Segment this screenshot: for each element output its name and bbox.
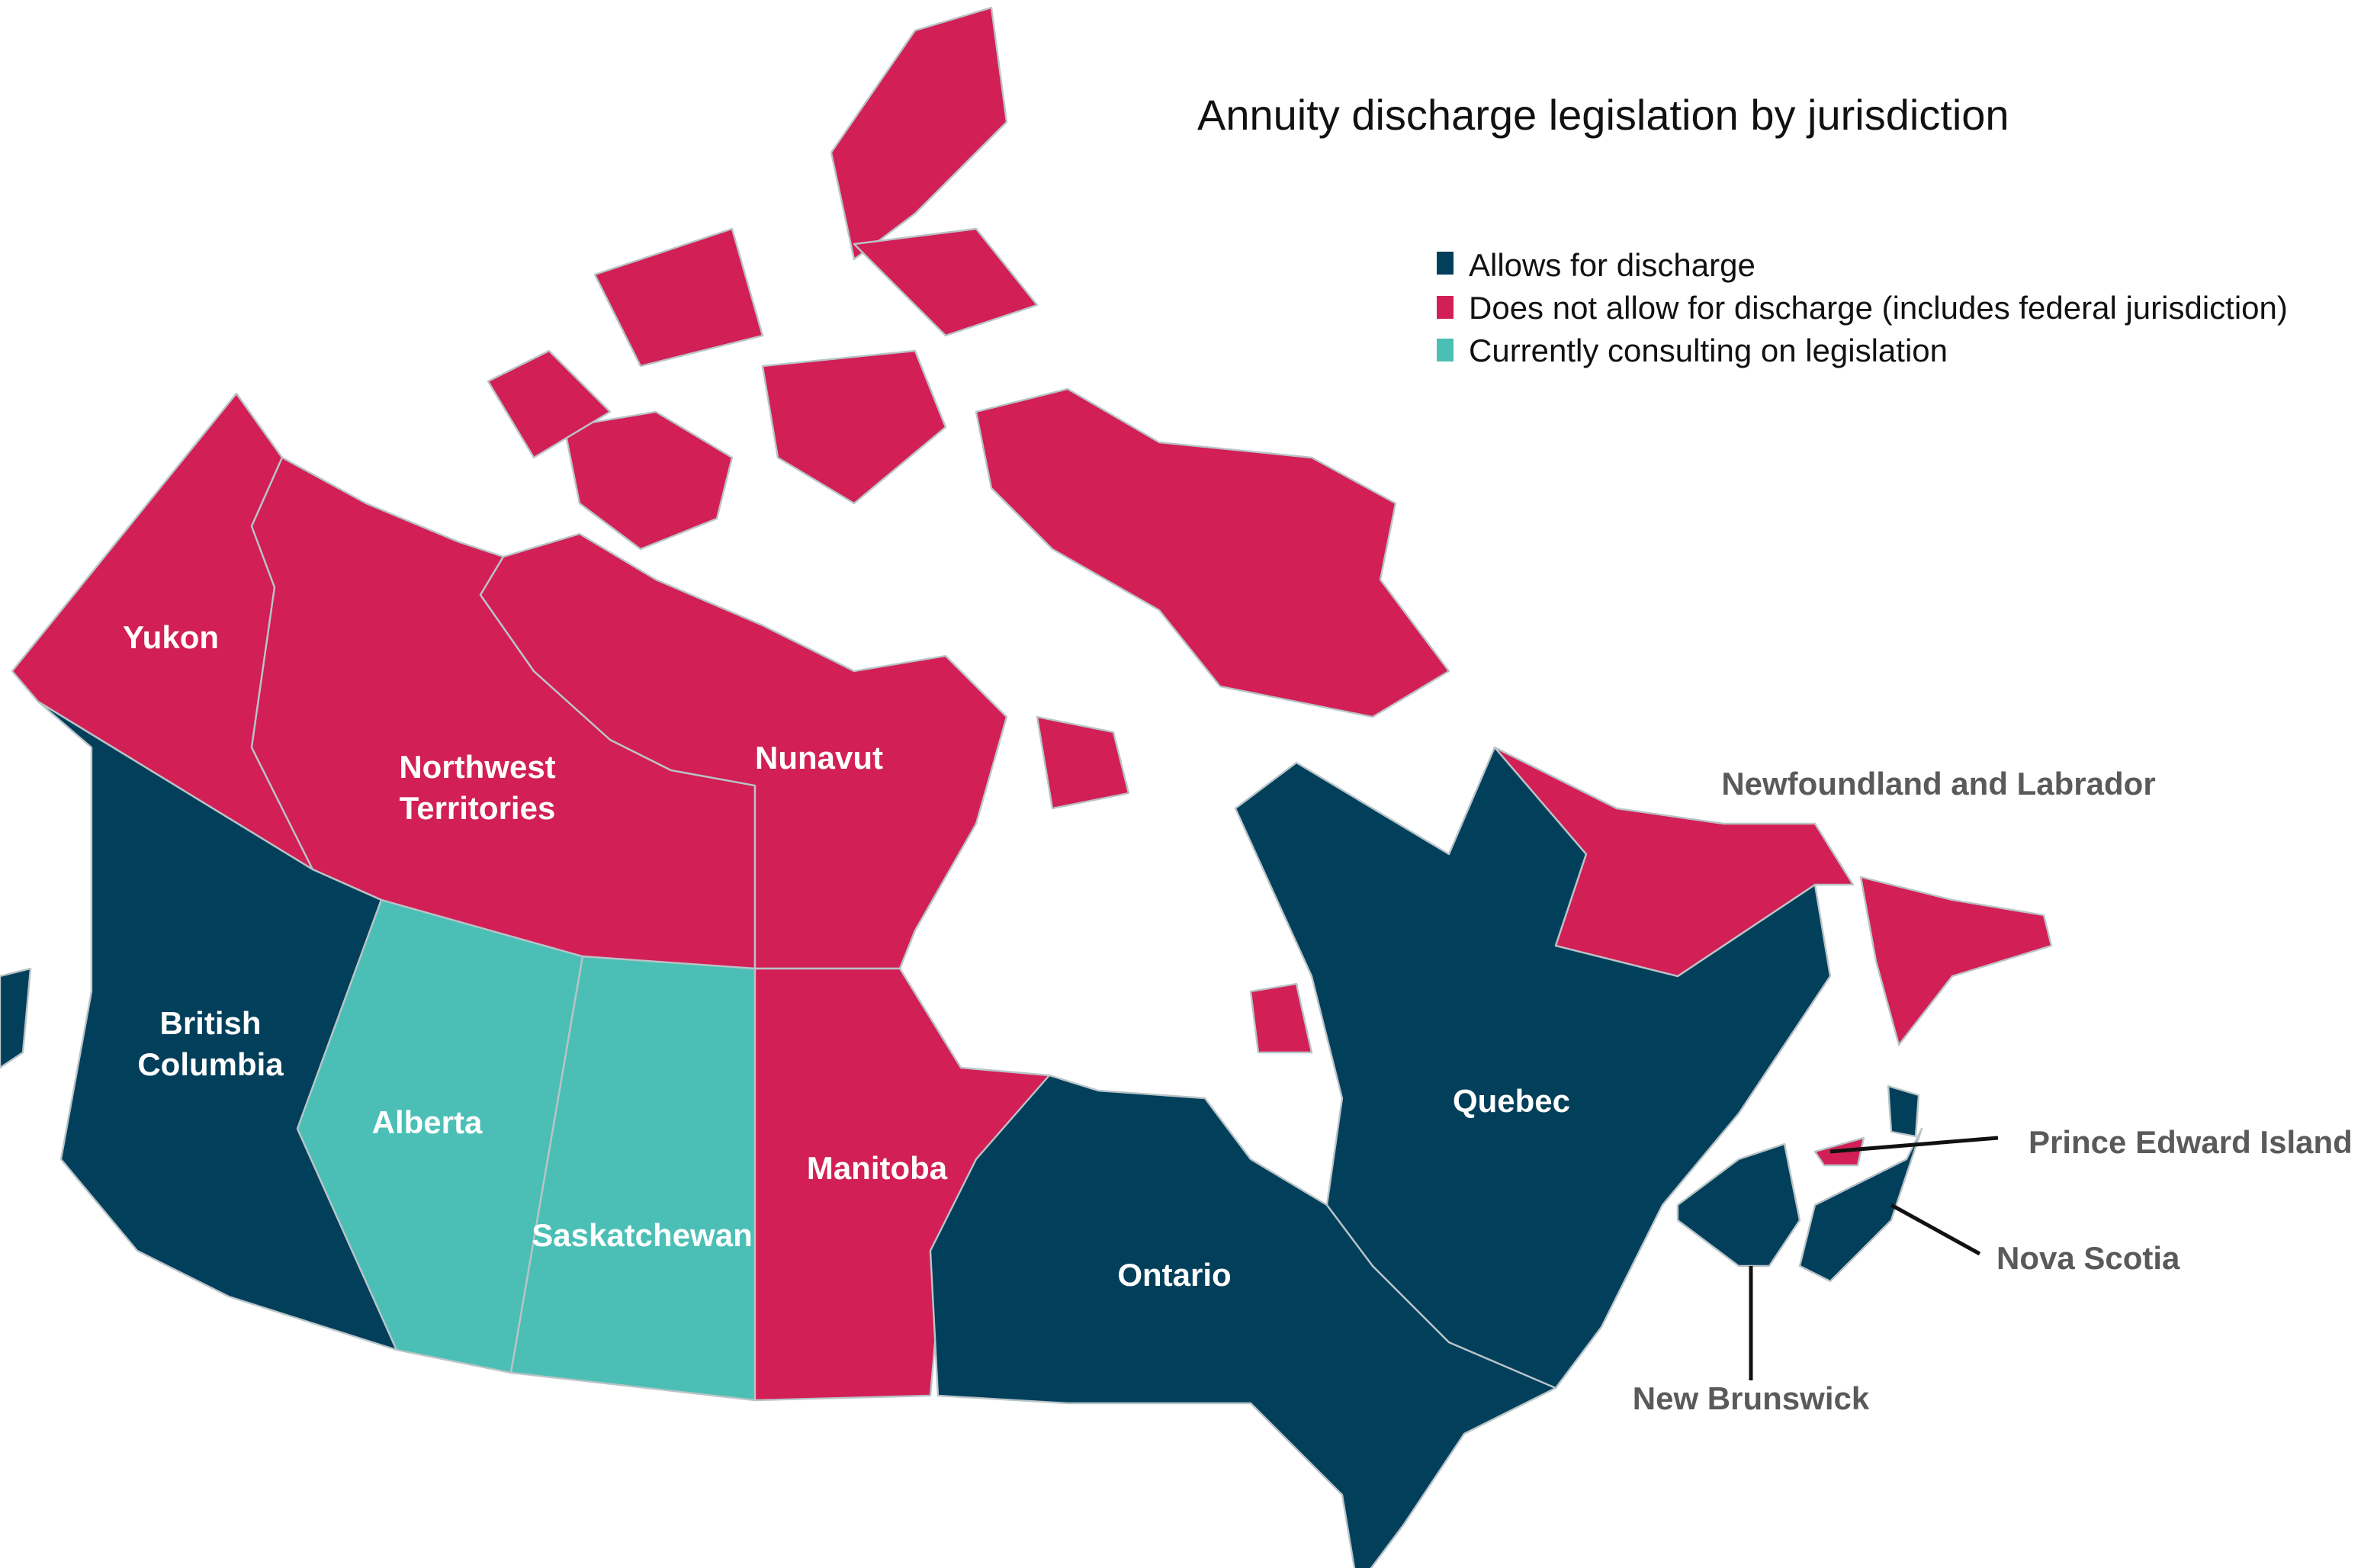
leader-lines <box>1749 1136 1999 1380</box>
label-nwt-line1: Northwest <box>399 749 555 785</box>
region-nb <box>1676 1142 1801 1268</box>
region-nunavut-part-4 <box>487 349 612 459</box>
legend: Allows for discharge Does not allow for … <box>1437 247 2288 368</box>
region-nunavut-part-2 <box>830 6 1008 261</box>
legend-label-consulting: Currently consulting on legislation <box>1469 333 1948 368</box>
label-saskatchewan: Saskatchewan <box>532 1217 753 1253</box>
label-pei: Prince Edward Island <box>2029 1124 2353 1160</box>
region-labels: Yukon Northwest Territories Nunavut Brit… <box>123 619 2353 1416</box>
region-nunavut-part-8 <box>1036 715 1130 810</box>
label-bc-line1: British <box>159 1005 261 1041</box>
legend-label-allows: Allows for discharge <box>1469 247 1755 283</box>
region-bc <box>37 700 398 1351</box>
region-nunavut-part-5 <box>593 227 764 368</box>
region-ontario <box>929 1074 1557 1568</box>
region-nunavut-part-1 <box>975 387 1450 718</box>
legend-swatch-does-not-allow <box>1437 296 1454 319</box>
region-nl <box>1493 746 1855 978</box>
label-alberta: Alberta <box>372 1104 483 1140</box>
label-ontario: Ontario <box>1117 1257 1231 1293</box>
legend-label-does-not-allow: Does not allow for discharge (includes f… <box>1469 290 2288 326</box>
regions-layer <box>0 6 2053 1568</box>
region-ns-part-1 <box>1887 1084 1920 1138</box>
label-newfoundland-labrador: Newfoundland and Labrador <box>1721 766 2155 802</box>
pei-leader-line <box>1829 1136 1999 1154</box>
label-manitoba: Manitoba <box>807 1150 948 1186</box>
legend-swatch-allows <box>1437 252 1454 275</box>
label-nova-scotia: Nova Scotia <box>1996 1240 2180 1276</box>
region-nunavut-part-7 <box>853 227 1039 337</box>
region-nunavut-part-9 <box>1249 982 1313 1054</box>
region-nunavut-part-3 <box>563 410 734 551</box>
region-nunavut-part-6 <box>761 349 947 505</box>
ns-leader-line <box>1890 1203 1981 1256</box>
label-nwt-line2: Territories <box>400 790 556 826</box>
label-new-brunswick: New Brunswick <box>1633 1380 1870 1416</box>
map-title: Annuity discharge legislation by jurisdi… <box>1197 91 2009 139</box>
label-quebec: Quebec <box>1453 1083 1570 1119</box>
region-bc-part-1 <box>0 967 32 1069</box>
label-yukon: Yukon <box>123 619 219 655</box>
region-alberta <box>296 898 584 1374</box>
label-bc-line2: Columbia <box>137 1046 284 1082</box>
legend-swatch-consulting <box>1437 339 1454 361</box>
region-nl-part-1 <box>1859 876 2053 1046</box>
label-nunavut: Nunavut <box>755 740 883 776</box>
region-nunavut <box>479 532 1008 970</box>
region-ns <box>1798 1127 1923 1283</box>
